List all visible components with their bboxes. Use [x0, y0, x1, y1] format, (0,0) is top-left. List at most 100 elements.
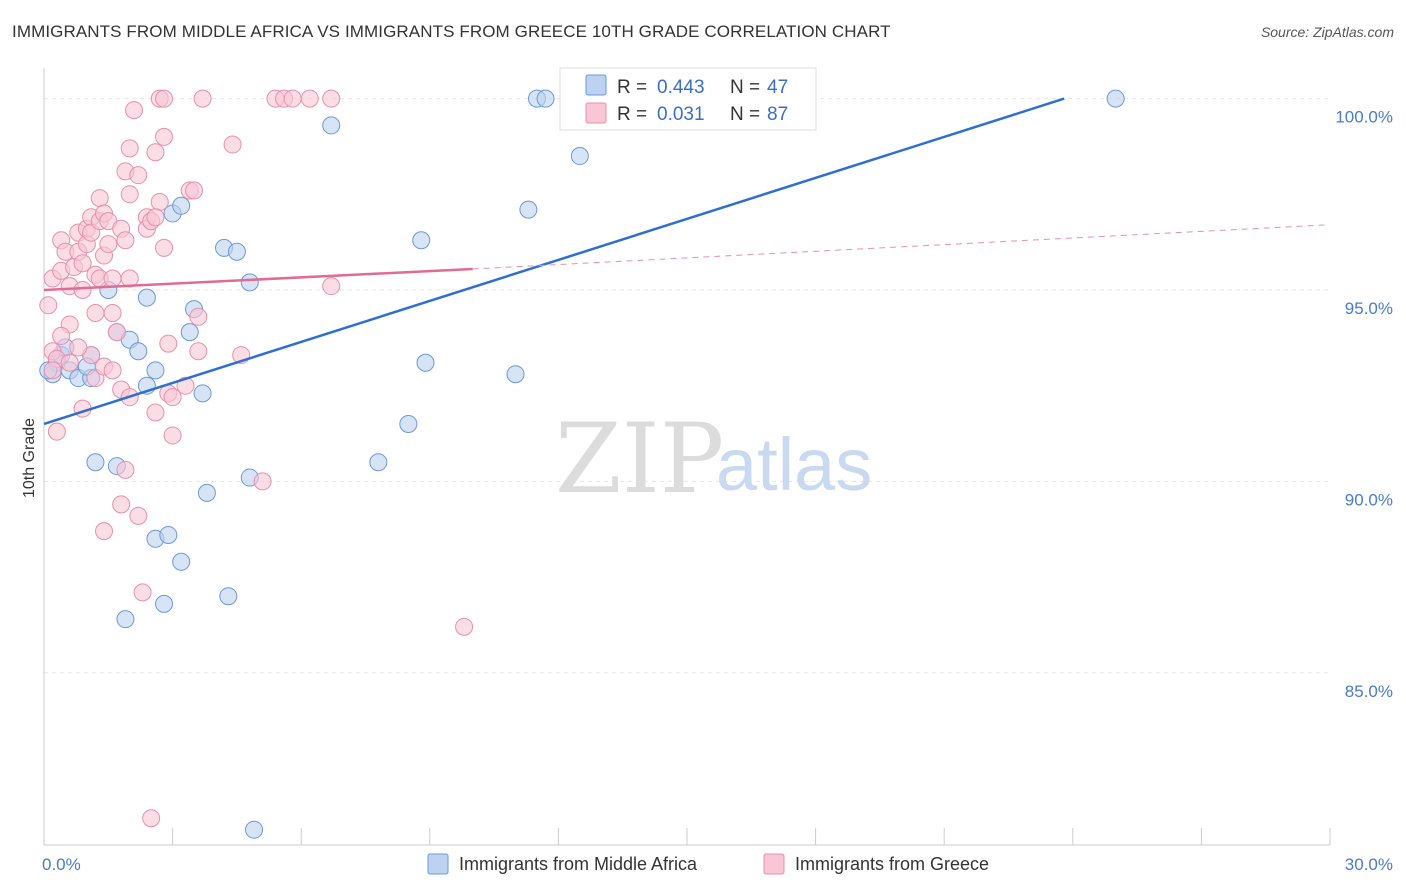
point-series1-28	[103, 269, 122, 288]
point-series1-4	[47, 422, 66, 441]
grid-lines	[44, 98, 1330, 674]
series-legend-swatch-middle-africa	[427, 853, 449, 875]
point-series1-80	[159, 334, 178, 353]
point-series0-31	[219, 587, 238, 606]
point-series1-27	[99, 235, 118, 254]
point-series1-75	[103, 361, 122, 380]
x-tick-label-0: 0.0%	[42, 855, 81, 874]
point-series0-11	[129, 342, 148, 361]
point-series1-86	[146, 208, 165, 227]
point-series1-47	[163, 426, 182, 445]
point-series1-30	[107, 323, 126, 342]
point-series0-23	[197, 483, 216, 502]
legend-r-label-1: R =	[617, 77, 647, 98]
point-series1-70	[142, 809, 161, 828]
x-tick-label-1: 30.0%	[1345, 855, 1393, 874]
tick-labels: 100.0% 95.0% 90.0% 85.0% 0.0% 30.0%	[42, 108, 1393, 874]
point-series1-33	[116, 231, 135, 250]
series-legend-label-middle-africa: Immigrants from Middle Africa	[459, 854, 698, 874]
chart-source: Source: ZipAtlas.com	[1260, 24, 1394, 40]
y-tick-label-1: 95.0%	[1345, 299, 1393, 318]
point-series0-43	[369, 453, 388, 472]
point-series1-13	[73, 254, 92, 273]
point-series1-60	[300, 89, 319, 108]
point-series1-14	[73, 281, 92, 299]
data-points	[39, 89, 1125, 839]
point-series1-61	[322, 277, 341, 296]
trend-line-middle-africa	[43, 97, 1065, 426]
point-series1-53	[193, 89, 212, 108]
point-series1-54	[223, 135, 242, 154]
point-series1-65	[116, 460, 135, 479]
series-legend: Immigrants from Middle Africa Immigrants…	[427, 853, 989, 875]
point-series0-29	[172, 552, 191, 571]
chart-title: IMMIGRANTS FROM MIDDLE AFRICA VS IMMIGRA…	[12, 22, 891, 41]
point-series1-56	[253, 472, 272, 491]
point-series0-28	[159, 525, 178, 544]
trend-line-greece	[43, 267, 473, 292]
point-series1-42	[146, 143, 165, 162]
point-series0-41	[506, 365, 525, 384]
point-series1-38	[129, 166, 148, 185]
point-series0-17	[180, 323, 199, 342]
y-tick-label-2: 90.0%	[1345, 490, 1393, 509]
legend-r-value-middle-africa: 0.443	[657, 77, 705, 98]
point-series0-19	[193, 384, 212, 403]
point-series1-66	[112, 495, 131, 514]
point-series0-38	[519, 200, 538, 219]
point-series1-20	[86, 303, 105, 322]
point-series1-85	[43, 361, 62, 380]
point-series1-69	[133, 583, 152, 602]
point-series1-0	[39, 296, 58, 315]
point-series0-33	[245, 820, 264, 839]
point-series0-34	[322, 116, 341, 135]
legend-r-label-2: R =	[617, 104, 647, 125]
legend-swatch-greece	[585, 102, 607, 124]
legend-r-value-greece: 0.031	[657, 104, 705, 125]
point-series0-22	[240, 273, 259, 292]
point-series1-29	[103, 303, 122, 322]
y-tick-label-3: 85.0%	[1345, 682, 1393, 701]
point-series0-40	[416, 353, 435, 372]
point-series0-39	[412, 231, 431, 250]
series-legend-swatch-greece	[763, 853, 785, 875]
axes	[43, 68, 1331, 846]
legend-swatch-middle-africa	[585, 74, 607, 96]
point-series1-67	[129, 506, 148, 525]
point-series0-32	[116, 610, 135, 629]
point-series1-64	[155, 89, 174, 108]
point-series1-82	[60, 353, 79, 372]
point-series1-83	[69, 338, 88, 357]
point-series1-71	[455, 617, 474, 636]
trend-lines	[43, 97, 1326, 426]
legend-n-label-2: N =	[730, 104, 760, 125]
stats-legend: R = 0.443 N = 47 R = 0.031 N = 87	[559, 67, 817, 131]
point-series1-84	[52, 326, 71, 345]
point-series0-16	[172, 196, 191, 215]
point-series1-37	[125, 101, 144, 120]
point-series0-37	[570, 147, 589, 166]
point-series1-52	[189, 342, 208, 361]
point-series1-23	[90, 189, 109, 208]
point-series0-36	[536, 89, 555, 108]
legend-n-value-greece: 87	[767, 104, 788, 125]
point-series1-62	[322, 89, 341, 108]
point-series0-25	[86, 453, 105, 472]
watermark: ZIP atlas	[555, 403, 872, 515]
legend-n-label-1: N =	[730, 77, 760, 98]
point-series1-81	[163, 388, 182, 407]
point-series1-34	[120, 185, 139, 204]
point-series1-59	[283, 89, 302, 108]
point-series1-44	[155, 127, 174, 146]
point-series0-44	[1106, 89, 1125, 108]
point-series1-68	[95, 522, 114, 541]
point-series1-43	[150, 192, 169, 211]
point-series1-51	[189, 307, 208, 326]
series-legend-label-greece: Immigrants from Greece	[795, 854, 989, 874]
point-series1-45	[155, 238, 174, 257]
watermark-atlas: atlas	[716, 423, 872, 506]
y-tick-label-0: 100.0%	[1335, 108, 1393, 127]
point-series0-21	[227, 242, 246, 261]
point-series0-42	[399, 414, 418, 433]
